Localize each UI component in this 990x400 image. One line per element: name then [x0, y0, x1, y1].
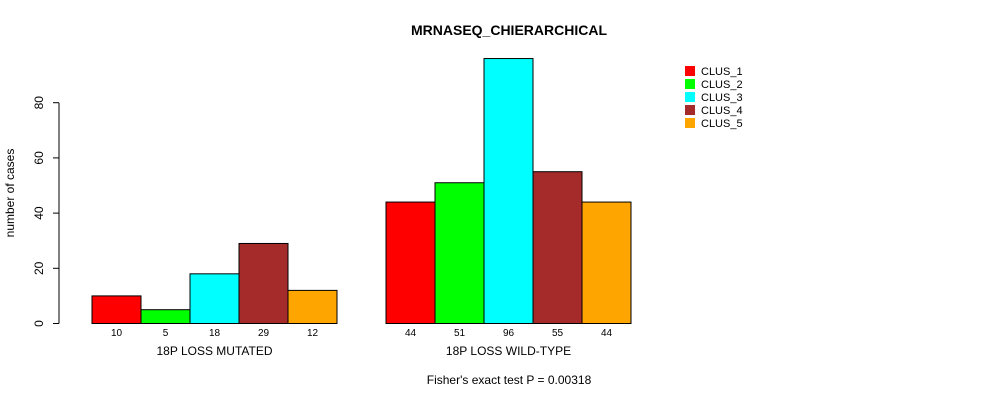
legend-label-clus_2: CLUS_2: [701, 79, 743, 91]
bars: [91, 58, 632, 325]
bar-count-label: 18: [209, 328, 221, 339]
y-axis: 0 20 40 60 80: [32, 96, 60, 327]
legend-swatch-clus_4: [685, 105, 695, 115]
bar-clus_3-mutated: [189, 273, 240, 325]
bar-clus_1-mutated: [91, 295, 142, 324]
y-tick-label: 40: [32, 206, 46, 220]
group-labels: 18P LOSS MUTATED 18P LOSS WILD-TYPE: [156, 344, 571, 358]
y-tick-label: 80: [32, 96, 46, 110]
legend-swatch-clus_3: [685, 92, 695, 102]
bar-count-label: 12: [307, 328, 319, 339]
bar-clus_5-wild-type: [581, 201, 632, 324]
legend-swatch-clus_2: [685, 79, 695, 89]
legend-label-clus_3: CLUS_3: [701, 92, 743, 104]
bar-count-label: 96: [503, 328, 515, 339]
bar-clus_2-wild-type: [434, 182, 485, 324]
bar-count-label: 29: [258, 328, 270, 339]
legend-label-clus_4: CLUS_4: [701, 105, 743, 117]
legend-swatch-clus_5: [685, 118, 695, 128]
bar-clus_1-wild-type: [385, 201, 436, 324]
bar-clus_4-wild-type: [532, 171, 583, 324]
fisher-test-footnote: Fisher's exact test P = 0.00318: [427, 373, 592, 387]
bar-count-label: 44: [405, 328, 417, 339]
bar-count-label: 44: [601, 328, 613, 339]
y-tick-label: 60: [32, 151, 46, 165]
count-labels: 10 5 18 29 12 44 51 96 55 44: [111, 328, 613, 339]
bar-count-label: 10: [111, 328, 123, 339]
legend-swatch-clus_1: [685, 66, 695, 76]
group-label-wild-type: 18P LOSS WILD-TYPE: [446, 344, 571, 358]
y-axis-label: number of cases: [3, 149, 17, 238]
legend-label-clus_5: CLUS_5: [701, 118, 743, 130]
bar-count-label: 51: [454, 328, 466, 339]
legend-label-clus_1: CLUS_1: [701, 66, 743, 78]
bar-count-label: 55: [552, 328, 564, 339]
group-label-mutated: 18P LOSS MUTATED: [156, 344, 272, 358]
bar-clus_3-wild-type: [483, 58, 534, 324]
y-tick-label: 0: [32, 320, 46, 327]
bar-clus_2-mutated: [140, 309, 191, 325]
y-tick-label: 20: [32, 261, 46, 275]
bar-clus_4-mutated: [238, 242, 289, 325]
bar-clus_5-mutated: [287, 289, 338, 325]
bar-count-label: 5: [163, 328, 169, 339]
chart-title: MRNASEQ_CHIERARCHICAL: [411, 22, 607, 38]
